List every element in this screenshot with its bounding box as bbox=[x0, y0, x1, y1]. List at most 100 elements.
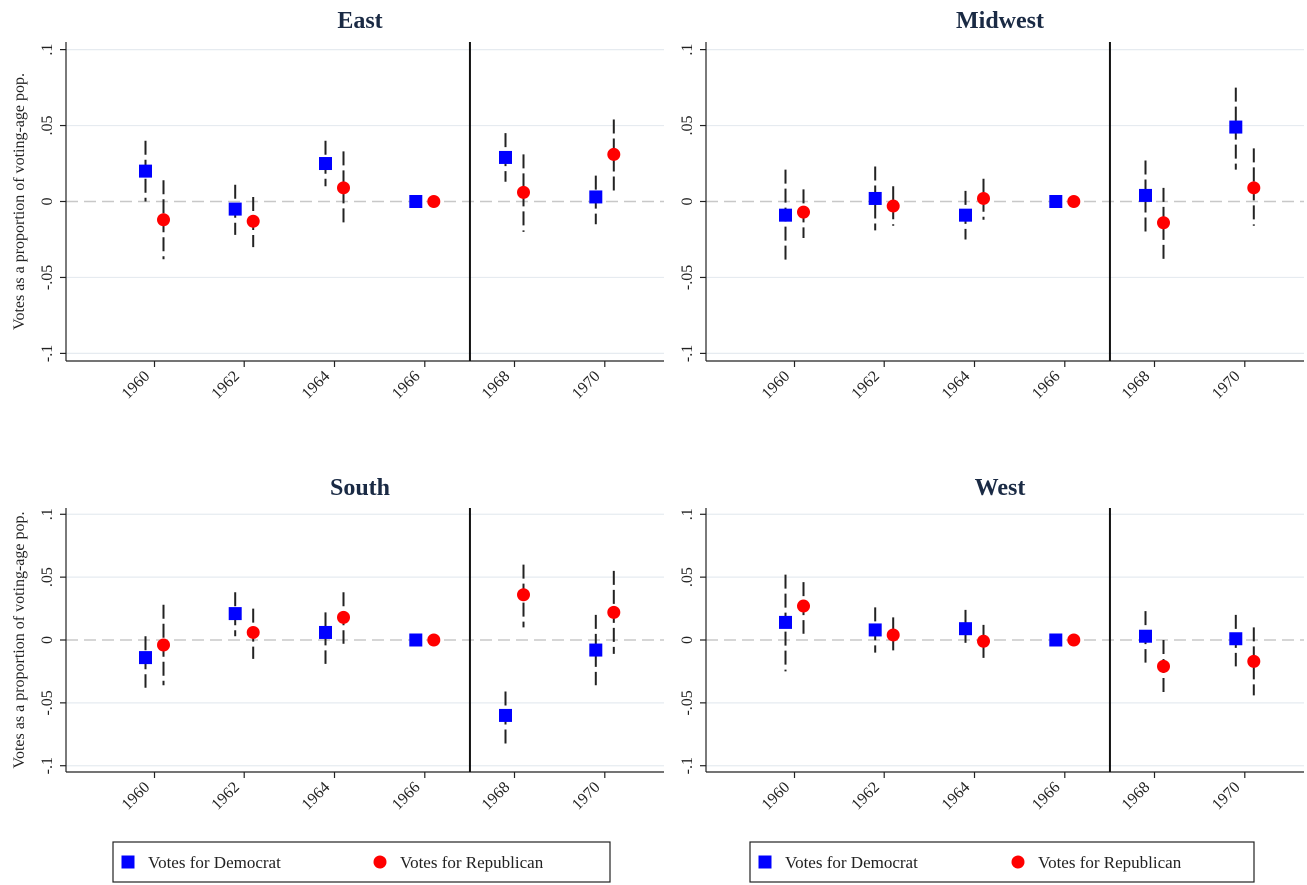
democrat-point bbox=[1229, 632, 1243, 646]
x-tick-label: 1964 bbox=[299, 779, 334, 814]
y-tick-label: 0 bbox=[39, 198, 56, 206]
republican-point bbox=[1067, 633, 1081, 647]
republican-point bbox=[886, 628, 900, 642]
democrat-point bbox=[589, 643, 603, 657]
democrat-point bbox=[228, 202, 242, 216]
republican-point bbox=[797, 599, 811, 613]
panel-title: West bbox=[975, 475, 1026, 501]
panel-title: Midwest bbox=[956, 8, 1044, 34]
republican-point bbox=[246, 625, 260, 639]
democrat-point bbox=[409, 195, 423, 208]
democrat-point bbox=[959, 208, 973, 222]
x-tick-label: 1966 bbox=[1029, 779, 1064, 814]
x-tick-label: 1960 bbox=[119, 779, 154, 814]
y-tick-label: -.1 bbox=[39, 345, 56, 362]
democrat-point bbox=[779, 208, 793, 222]
republican-point bbox=[337, 610, 351, 624]
republican-point bbox=[337, 181, 351, 195]
y-tick-label: -.05 bbox=[679, 690, 696, 715]
x-tick-label: 1966 bbox=[389, 368, 424, 403]
legend-box bbox=[112, 841, 611, 883]
democrat-point bbox=[1049, 195, 1063, 208]
democrat-point bbox=[139, 164, 153, 178]
y-axis-label: Votes as a proportion of voting-age pop. bbox=[11, 512, 28, 769]
x-tick-label: 1964 bbox=[299, 368, 334, 403]
republican-point bbox=[1157, 216, 1170, 230]
y-tick-label: 0 bbox=[39, 636, 56, 644]
republican-point bbox=[607, 147, 621, 161]
panel-west: West .1 .05 0 -.05 -.1 1960 1962 1964 1966 1968 197… bbox=[679, 475, 1304, 813]
republican-point bbox=[427, 195, 441, 208]
y-tick-label: -.05 bbox=[39, 265, 56, 290]
y-tick-label: .1 bbox=[679, 508, 696, 520]
x-tick-label: 1970 bbox=[569, 779, 604, 814]
x-tick-label: 1968 bbox=[1119, 368, 1154, 403]
y-tick-label: .05 bbox=[679, 567, 696, 587]
y-tick-label: .05 bbox=[39, 116, 56, 136]
republican-point bbox=[886, 199, 900, 213]
x-tick-label: 1968 bbox=[479, 779, 514, 814]
republican-point bbox=[977, 191, 991, 205]
democrat-point bbox=[1139, 629, 1152, 643]
y-tick-label: -.1 bbox=[679, 757, 696, 774]
democrat-point bbox=[499, 150, 512, 164]
legend-republican-marker bbox=[1011, 855, 1025, 869]
x-tick-label: 1968 bbox=[1119, 779, 1154, 814]
democrat-point bbox=[868, 191, 882, 205]
x-tick-label: 1962 bbox=[208, 368, 243, 403]
republican-point bbox=[1157, 659, 1170, 673]
y-tick-label: .05 bbox=[679, 116, 696, 136]
legend-democrat-label: Votes for Democrat bbox=[148, 853, 281, 872]
x-tick-label: 1966 bbox=[389, 779, 424, 814]
democrat-point bbox=[499, 708, 512, 722]
x-tick-label: 1968 bbox=[479, 368, 514, 403]
republican-point bbox=[1247, 654, 1261, 668]
republican-point bbox=[1067, 195, 1081, 208]
republican-point bbox=[607, 605, 621, 619]
democrat-point bbox=[1229, 120, 1243, 134]
democrat-point bbox=[868, 623, 882, 637]
legend-republican-marker bbox=[373, 855, 387, 869]
legend: Votes for Democrat Votes for Republican bbox=[749, 841, 1255, 883]
y-tick-label: -.1 bbox=[39, 757, 56, 774]
democrat-point bbox=[228, 607, 242, 621]
x-tick-label: 1964 bbox=[939, 779, 974, 814]
panel-south: South .1 .05 0 -.05 -.1 1960 1962 1964 1966 1968 19… bbox=[11, 475, 664, 813]
x-tick-label: 1964 bbox=[939, 368, 974, 403]
legend-democrat-marker bbox=[121, 855, 135, 869]
republican-point bbox=[157, 213, 171, 227]
y-tick-label: -.1 bbox=[679, 345, 696, 362]
x-tick-label: 1966 bbox=[1029, 368, 1064, 403]
republican-point bbox=[246, 214, 260, 228]
democrat-point bbox=[139, 651, 153, 665]
y-tick-label: -.05 bbox=[39, 690, 56, 715]
democrat-point bbox=[409, 633, 423, 647]
x-tick-label: 1970 bbox=[569, 368, 604, 403]
panel-east: East .1 .05 0 -.05 -.1 1960 1962 1964 1966 1968 197… bbox=[11, 8, 664, 402]
democrat-point bbox=[319, 157, 333, 171]
legend-democrat-marker bbox=[758, 855, 772, 869]
x-tick-label: 1962 bbox=[208, 779, 243, 814]
legend: Votes for Democrat Votes for Republican bbox=[112, 841, 611, 883]
republican-point bbox=[427, 633, 441, 647]
y-axis-label: Votes as a proportion of voting-age pop. bbox=[11, 73, 28, 330]
y-tick-label: 0 bbox=[679, 636, 696, 644]
legend-republican-label: Votes for Republican bbox=[1038, 853, 1182, 872]
republican-point bbox=[517, 588, 530, 602]
democrat-point bbox=[1049, 633, 1063, 647]
republican-point bbox=[1247, 181, 1261, 195]
x-tick-label: 1960 bbox=[759, 368, 794, 403]
republican-point bbox=[977, 634, 991, 648]
x-tick-label: 1970 bbox=[1209, 368, 1244, 403]
panel-midwest: Midwest .1 .05 0 -.05 -.1 1960 1962 1964 1966 1968… bbox=[679, 8, 1304, 402]
democrat-point bbox=[589, 190, 603, 204]
legend-democrat-label: Votes for Democrat bbox=[785, 853, 918, 872]
y-tick-label: -.05 bbox=[679, 265, 696, 290]
y-tick-label: .1 bbox=[39, 508, 56, 520]
legend-box bbox=[749, 841, 1255, 883]
panel-title: East bbox=[337, 8, 382, 34]
x-tick-label: 1962 bbox=[848, 368, 883, 403]
republican-point bbox=[517, 185, 530, 199]
x-tick-label: 1962 bbox=[848, 779, 883, 814]
